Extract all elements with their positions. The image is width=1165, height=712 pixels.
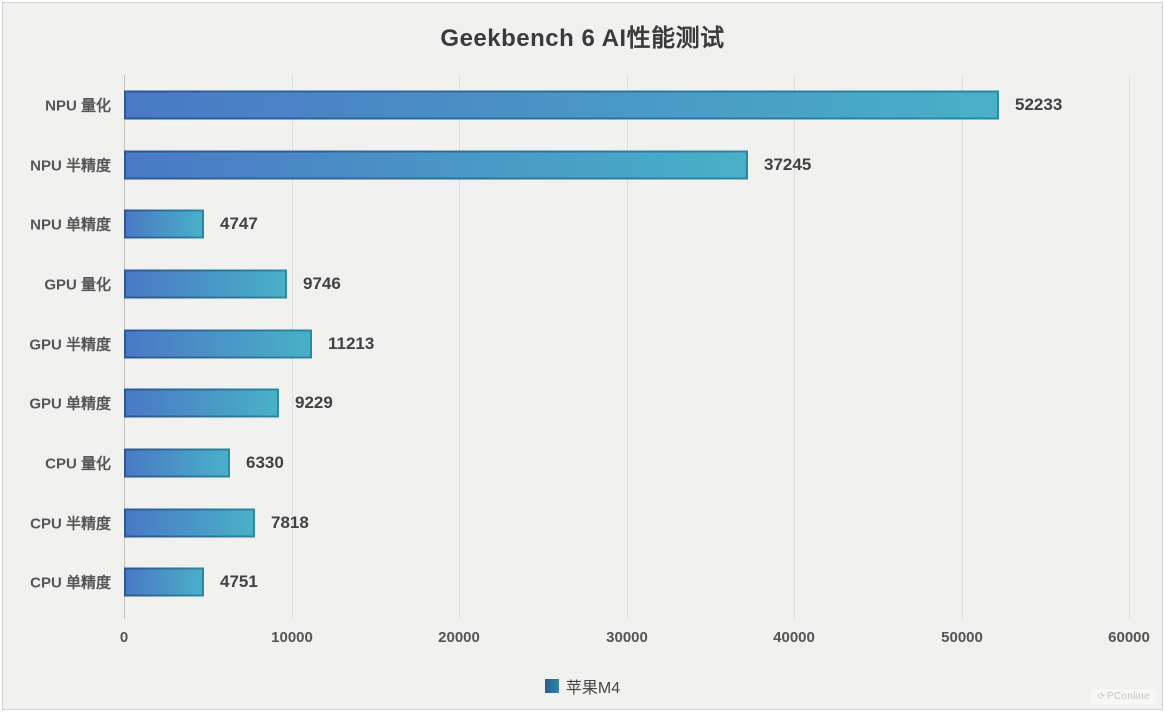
x-axis: 0 10000 20000 30000 40000 50000 60000 — [120, 629, 1150, 651]
bar-fill — [126, 92, 997, 118]
x-tick-label: 40000 — [773, 629, 815, 646]
category-label: GPU 量化 — [44, 276, 111, 294]
category-label: NPU 单精度 — [30, 216, 111, 234]
category-label: GPU 单精度 — [29, 395, 111, 413]
bar — [124, 269, 287, 299]
bar-fill — [126, 271, 285, 297]
watermark-label: PConline — [1107, 691, 1150, 702]
chart-row: CPU 单精度 4751 — [3, 552, 1162, 612]
legend-series-label: 苹果M4 — [565, 680, 621, 697]
x-tick-label: 10000 — [271, 629, 313, 646]
bar-fill — [126, 390, 277, 416]
bar-value-label: 4747 — [220, 214, 258, 234]
chart-row: NPU 量化 52233 — [3, 75, 1162, 135]
bar-value-label: 6330 — [246, 452, 284, 472]
x-tick-label: 50000 — [941, 629, 983, 646]
chart-row: GPU 单精度 9229 — [3, 373, 1162, 433]
bar-value-label: 4751 — [220, 572, 258, 592]
chart-row: NPU 半精度 37245 — [3, 135, 1162, 195]
bar-value-label: 37245 — [764, 154, 812, 174]
bar-value-label: 11213 — [328, 333, 375, 353]
x-tick-label: 20000 — [438, 629, 480, 646]
bar-rows: NPU 量化 52233 NPU 半精度 37245 NPU 单精度 4747 GPU 量化… — [3, 75, 1162, 612]
chart-row: CPU 半精度 7818 — [3, 493, 1162, 553]
bar — [124, 567, 204, 597]
bar-value-label: 9229 — [295, 393, 333, 413]
category-label: CPU 半精度 — [30, 515, 111, 533]
x-tick-label: 30000 — [606, 629, 648, 646]
chart-title: Geekbench 6 AI性能测试 — [440, 25, 725, 52]
legend-swatch-icon — [544, 679, 559, 693]
bar-fill — [126, 510, 253, 536]
chart-row: NPU 单精度 4747 — [3, 194, 1162, 254]
bar-fill — [126, 211, 202, 237]
category-label: NPU 半精度 — [30, 157, 111, 174]
category-label: NPU 量化 — [45, 97, 111, 115]
chart-row: GPU 半精度 11213 — [3, 314, 1162, 374]
bar — [124, 90, 999, 120]
bar — [124, 150, 748, 179]
bar — [124, 448, 230, 478]
x-tick-label: 60000 — [1108, 629, 1150, 646]
bar — [124, 329, 312, 359]
bar-fill — [126, 331, 310, 357]
watermark: ⟳ PConline — [1091, 689, 1156, 704]
chart-row: GPU 量化 9746 — [3, 254, 1162, 314]
x-tick-label: 0 — [119, 629, 129, 646]
chart-row: CPU 量化 6330 — [3, 433, 1162, 493]
category-label: CPU 量化 — [45, 455, 111, 473]
bar-fill — [126, 569, 202, 595]
bar-value-label: 9746 — [303, 273, 341, 293]
bar — [124, 209, 204, 239]
bar — [124, 388, 279, 418]
category-label: CPU 单精度 — [30, 574, 111, 592]
bar-fill — [126, 152, 746, 177]
bar-value-label: 7818 — [271, 512, 309, 532]
pconline-logo-icon: ⟳ — [1097, 691, 1106, 701]
bar-value-label: 52233 — [1015, 94, 1063, 114]
legend[interactable]: 苹果M4 — [3, 674, 1162, 698]
category-label: GPU 半精度 — [29, 336, 111, 354]
bar-fill — [126, 450, 228, 476]
bar — [124, 508, 255, 538]
